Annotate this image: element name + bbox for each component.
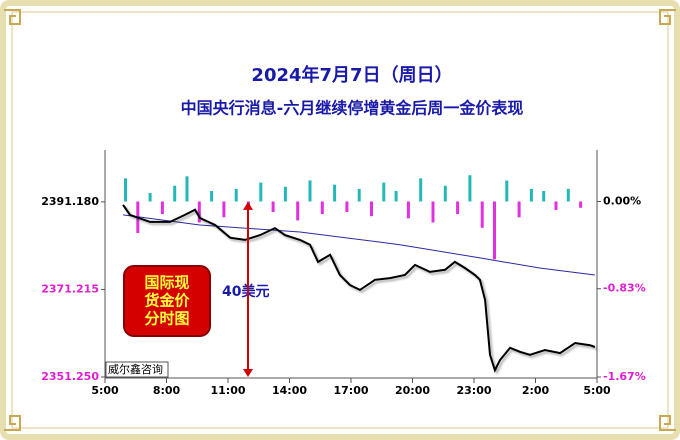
- volume-bar: [382, 182, 386, 202]
- badge: 国际现 货金价 分时图: [123, 265, 211, 337]
- watermark-box: [105, 361, 169, 378]
- frame-inner: [11, 11, 669, 429]
- x-tick-label: 14:00: [272, 384, 307, 397]
- y-tick-label: 2371.215: [41, 282, 99, 295]
- volume-bar: [296, 201, 300, 221]
- volume-bar: [234, 188, 238, 202]
- volume-bar: [271, 201, 275, 213]
- volume-bar: [333, 184, 337, 202]
- volume-bar: [406, 201, 410, 219]
- volume-bar: [259, 182, 263, 202]
- volume-bar: [197, 201, 201, 223]
- price-line: [122, 204, 596, 373]
- volume-bar: [320, 201, 324, 215]
- volume-bar: [160, 201, 164, 215]
- volume-bar: [431, 201, 435, 223]
- volume-bar: [542, 190, 546, 202]
- annotation: 40美元: [222, 283, 269, 300]
- volume-bar: [579, 201, 583, 208]
- y2-tick-label: -1.67%: [603, 370, 646, 383]
- y2-tick-label: 0.00%: [603, 194, 641, 207]
- badge-text: 国际现: [144, 274, 189, 292]
- x-tick-label: 23:00: [456, 384, 491, 397]
- volume-bar: [283, 186, 287, 202]
- volume-bar: [493, 201, 496, 260]
- volume-bar: [517, 201, 521, 218]
- chart-subtitle: 中国央行消息-六月继续停增黄金后周一金价表现: [181, 99, 524, 118]
- volume-bar: [357, 188, 361, 202]
- x-tick-label: 11:00: [210, 384, 245, 397]
- badge-text: 货金价: [144, 292, 190, 310]
- x-tick-label: 5:00: [583, 384, 611, 397]
- volume-bar: [148, 193, 152, 202]
- volume-bar: [566, 188, 570, 202]
- volume-bar: [370, 201, 373, 217]
- y-tick-label: 2351.250: [41, 370, 99, 383]
- volume-bar: [505, 180, 509, 202]
- volume-bar: [468, 175, 472, 202]
- volume-bar: [185, 176, 189, 202]
- volume-bar: [124, 178, 127, 202]
- x-tick-label: 5:00: [91, 384, 119, 397]
- volume-bar: [345, 201, 349, 213]
- x-tick-label: 20:00: [395, 384, 430, 397]
- watermark: 威尔鑫咨询: [108, 362, 163, 376]
- volume-bar: [210, 190, 214, 202]
- x-tick-label: 17:00: [333, 384, 368, 397]
- arrow-head: [243, 201, 253, 210]
- volume-bar: [480, 201, 484, 228]
- y2-tick-label: -0.83%: [603, 282, 646, 295]
- arrow-head: [243, 369, 253, 377]
- chart-title: 2024年7月7日（周日）: [251, 64, 452, 86]
- volume-bar: [222, 201, 226, 218]
- x-tick-label: 2:00: [522, 384, 550, 397]
- price-line: [122, 214, 595, 276]
- y-tick-label: 2391.180: [41, 195, 99, 208]
- badge-box: [123, 265, 211, 337]
- volume-bar: [308, 180, 312, 202]
- corner-ornaments: [4, 9, 676, 431]
- volume-bar: [419, 178, 423, 202]
- volume-bar: [554, 201, 558, 210]
- badge-text: 分时图: [144, 310, 189, 328]
- volume-bar: [529, 188, 533, 202]
- volume-bar: [173, 185, 177, 202]
- x-tick-label: 8:00: [153, 384, 181, 397]
- volume-bar: [443, 185, 447, 202]
- volume-bar: [456, 201, 460, 215]
- volume-bar: [394, 190, 398, 202]
